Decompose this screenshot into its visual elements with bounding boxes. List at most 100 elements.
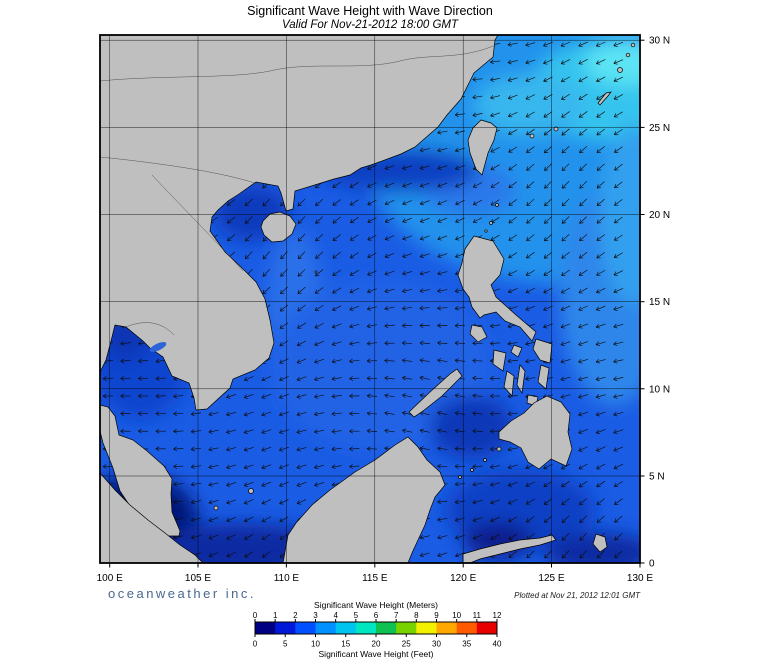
longitude-labels: 100 E 105 E 110 E 115 E 120 E 125 E 130 E — [97, 563, 653, 584]
wave-direction-arrow — [419, 323, 430, 328]
wave-direction-arrow — [402, 393, 413, 398]
wave-direction-arrow — [525, 269, 535, 276]
wave-direction-arrow — [544, 198, 552, 207]
wave-direction-arrow — [508, 199, 517, 206]
wave-direction-arrow — [525, 481, 536, 487]
wave-direction-arrow — [314, 376, 325, 382]
wave-direction-arrow — [472, 375, 483, 381]
colorbar — [254, 621, 498, 635]
wave-direction-arrow — [120, 376, 131, 381]
wave-direction-arrow — [543, 498, 553, 505]
wave-direction-arrow — [472, 358, 483, 364]
wave-direction-arrow — [244, 516, 254, 523]
island-yaeyama — [529, 133, 535, 139]
wave-direction-arrow — [262, 551, 271, 558]
wave-direction-arrow — [384, 182, 395, 188]
wave-direction-arrow — [543, 128, 553, 136]
wave-direction-arrow — [490, 340, 501, 346]
wave-direction-arrow — [173, 499, 184, 505]
wave-direction-arrow — [419, 200, 430, 206]
wave-direction-arrow — [437, 340, 448, 346]
wave-direction-arrow — [596, 480, 606, 488]
meters-tick-label: 0 — [253, 611, 258, 620]
wave-direction-arrow — [366, 341, 378, 346]
wave-direction-arrow — [349, 234, 359, 241]
wave-direction-arrow — [102, 376, 114, 381]
wave-direction-arrow — [243, 446, 254, 452]
wave-direction-arrow — [402, 410, 413, 416]
wave-direction-arrow — [138, 358, 149, 364]
wave-direction-arrow — [578, 305, 588, 311]
wave-direction-arrow — [578, 429, 588, 435]
wave-direction-arrow — [526, 216, 535, 224]
wave-direction-arrow — [262, 198, 271, 207]
wave-direction-arrow — [437, 463, 448, 469]
wave-direction-arrow — [613, 41, 624, 47]
meters-tick-label: 10 — [452, 611, 461, 620]
lon-tick-label: 115 E — [362, 573, 388, 584]
wave-direction-arrow — [508, 234, 518, 241]
wave-direction-arrow — [419, 534, 430, 540]
wave-direction-arrow — [261, 429, 272, 435]
wave-direction-arrow — [173, 464, 184, 469]
wave-direction-arrow — [613, 270, 624, 276]
colorbar-segment — [436, 622, 458, 634]
wave-direction-arrow — [297, 216, 306, 224]
wave-direction-arrow — [332, 234, 341, 242]
island-basilan — [496, 446, 502, 452]
meters-tick-label: 5 — [354, 611, 359, 620]
wave-direction-arrow — [243, 411, 254, 417]
wave-direction-arrow — [437, 305, 448, 311]
wave-direction-arrow — [155, 428, 166, 434]
wave-direction-arrow — [560, 41, 571, 47]
wave-direction-arrow — [349, 393, 360, 399]
wave-direction-arrow — [261, 446, 272, 452]
wave-direction-arrow — [190, 429, 202, 434]
wave-direction-arrow — [278, 429, 289, 435]
wave-direction-arrow — [243, 499, 254, 505]
wave-direction-arrow — [208, 534, 219, 540]
wave-direction-arrow — [578, 76, 588, 83]
wave-direction-arrow — [226, 394, 237, 399]
wave-direction-arrow — [507, 59, 518, 65]
wave-direction-arrow — [525, 358, 536, 364]
lon-tick-label: 100 E — [97, 573, 123, 584]
wave-direction-arrow — [437, 552, 448, 558]
wave-direction-arrow — [543, 234, 552, 242]
wave-direction-arrow — [349, 270, 359, 276]
wave-direction-arrow — [244, 251, 253, 260]
wave-direction-arrow — [279, 322, 289, 329]
wave-direction-arrow — [561, 515, 570, 523]
wave-direction-arrow — [507, 288, 518, 294]
wave-direction-arrow — [437, 129, 448, 135]
wave-direction-arrow — [437, 499, 448, 505]
wave-direction-arrow — [614, 146, 623, 153]
wave-direction-arrow — [578, 251, 588, 259]
lat-tick-label: 20 N — [649, 210, 670, 221]
wave-direction-arrow — [419, 340, 430, 346]
wave-direction-arrow — [384, 165, 395, 171]
wave-direction-arrow — [561, 234, 570, 242]
wave-direction-arrow — [243, 393, 254, 399]
wave-direction-arrow — [561, 550, 570, 559]
wave-direction-arrow — [349, 305, 360, 311]
wave-direction-arrow — [297, 322, 306, 329]
wave-direction-arrow — [561, 498, 570, 506]
island-tokara — [625, 52, 631, 58]
wave-direction-arrow — [102, 464, 114, 469]
wave-direction-arrow — [578, 446, 588, 452]
wave-direction-arrow — [384, 323, 395, 329]
wave-direction-arrow — [560, 376, 571, 382]
legend-feet-label: Significant Wave Height (Feet) — [319, 649, 434, 659]
wave-direction-arrow — [314, 340, 324, 347]
wave-direction-arrow — [190, 517, 201, 522]
wave-direction-arrow — [437, 323, 448, 328]
wave-direction-arrow — [366, 393, 378, 399]
wave-direction-arrow — [437, 534, 448, 540]
wave-direction-arrow — [508, 516, 518, 523]
wave-direction-arrow — [543, 269, 553, 276]
wave-direction-arrow — [507, 41, 518, 47]
wave-direction-arrow — [578, 394, 589, 399]
wave-direction-arrow — [349, 252, 359, 259]
wave-direction-arrow — [613, 252, 623, 259]
